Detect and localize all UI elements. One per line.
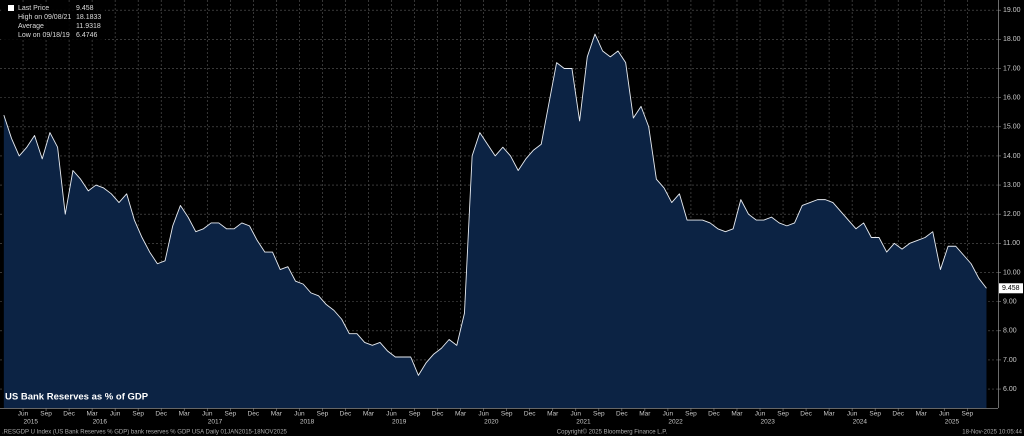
x-tick-label: Jun [571,411,582,418]
x-tick-label: Dec [63,411,75,418]
x-tick-label: Jun [478,411,489,418]
x-tick-label: Dec [155,411,167,418]
x-tick-label: Dec [432,411,444,418]
x-tick-label: Sep [409,411,421,418]
y-tick-label: 8.00 [1003,328,1017,335]
y-tick-label: 13.00 [1003,182,1021,189]
year-label: 2015 [23,419,38,426]
x-tick-label: Jun [110,411,121,418]
x-tick-label: Jun [939,411,950,418]
x-tick-label: Dec [708,411,720,418]
year-label: 2022 [668,419,683,426]
x-tick-label: Mar [547,411,559,418]
legend-value: 6.4746 [76,32,98,39]
y-tick-label: 18.00 [1003,36,1021,43]
x-tick-label: Mar [271,411,283,418]
last-price-label: 9.458 [1002,285,1020,292]
year-label: 2016 [93,419,108,426]
x-tick-label: Mar [731,411,743,418]
y-tick-label: 17.00 [1003,65,1021,72]
x-tick-label: Mar [455,411,467,418]
x-tick-label: Jun [755,411,766,418]
y-tick-label: 12.00 [1003,211,1021,218]
year-label: 2020 [484,419,499,426]
legend-value: 11.9318 [76,23,101,30]
year-label: 2024 [853,419,868,426]
year-label: 2019 [392,419,407,426]
legend-value: 9.458 [76,5,94,12]
x-tick-label: Sep [869,411,881,418]
x-tick-label: Dec [524,411,536,418]
legend-box [1,2,105,40]
area-fill [3,34,987,408]
legend-label: Low on 09/18/19 [18,32,70,39]
year-label: 2025 [945,419,960,426]
legend-label: Average [18,23,44,30]
plot [0,0,998,408]
legend-label: Last Price [18,5,49,12]
x-tick-label: Sep [777,411,789,418]
y-tick-label: 7.00 [1003,357,1017,364]
line [3,33,987,376]
year-label: 2017 [208,419,223,426]
x-tick-label: Dec [800,411,812,418]
x-tick-label: Mar [87,411,99,418]
y-tick-label: 9.00 [1003,298,1017,305]
chart-title: US Bank Reserves as % of GDP [5,392,149,403]
year-label: 2023 [760,419,775,426]
x-tick-label: Jun [18,411,29,418]
x-tick-label: Jun [847,411,858,418]
x-tick-label: Sep [501,411,513,418]
x-tick-label: Dec [248,411,260,418]
copyright: Copyright© 2025 Bloomberg Finance L.P. [557,429,668,436]
x-tick-label: Mar [824,411,836,418]
timestamp: 18-Nov-2025 10:05:44 [962,430,1022,436]
x-tick-label: Mar [639,411,651,418]
x-tick-label: Jun [663,411,674,418]
year-label: 2021 [576,419,591,426]
footer: .RESGDP U Index (US Bank Reserves % GDP)… [2,430,288,436]
legend-value: 18.1833 [76,14,101,21]
x-tick-label: Sep [962,411,974,418]
y-tick-label: 15.00 [1003,124,1021,131]
x-tick-label: Mar [916,411,928,418]
y-tick-label: 14.00 [1003,153,1021,160]
year-label: 2018 [300,419,315,426]
x-tick-label: Sep [317,411,329,418]
x-tick-label: Dec [892,411,904,418]
x-tick-label: Mar [179,411,191,418]
last-price-box [999,283,1023,294]
legend-swatch [8,5,14,11]
x-tick-label: Jun [386,411,397,418]
x-tick-label: Sep [132,411,144,418]
y-tick-label: 6.00 [1003,386,1017,393]
x-tick-label: Sep [685,411,697,418]
x-tick-label: Sep [593,411,605,418]
x-tick-label: Dec [616,411,628,418]
x-tick-label: Mar [363,411,375,418]
y-tick-label: 16.00 [1003,94,1021,101]
y-tick-label: 19.00 [1003,7,1021,14]
y-tick-label: 11.00 [1003,240,1020,247]
x-tick-label: Sep [225,411,237,418]
x-tick-label: Jun [294,411,305,418]
x-tick-label: Sep [40,411,52,418]
y-tick-label: 10.00 [1003,269,1021,276]
x-tick-label: Jun [202,411,213,418]
legend-label: High on 09/08/21 [18,14,71,21]
x-tick-label: Dec [340,411,352,418]
